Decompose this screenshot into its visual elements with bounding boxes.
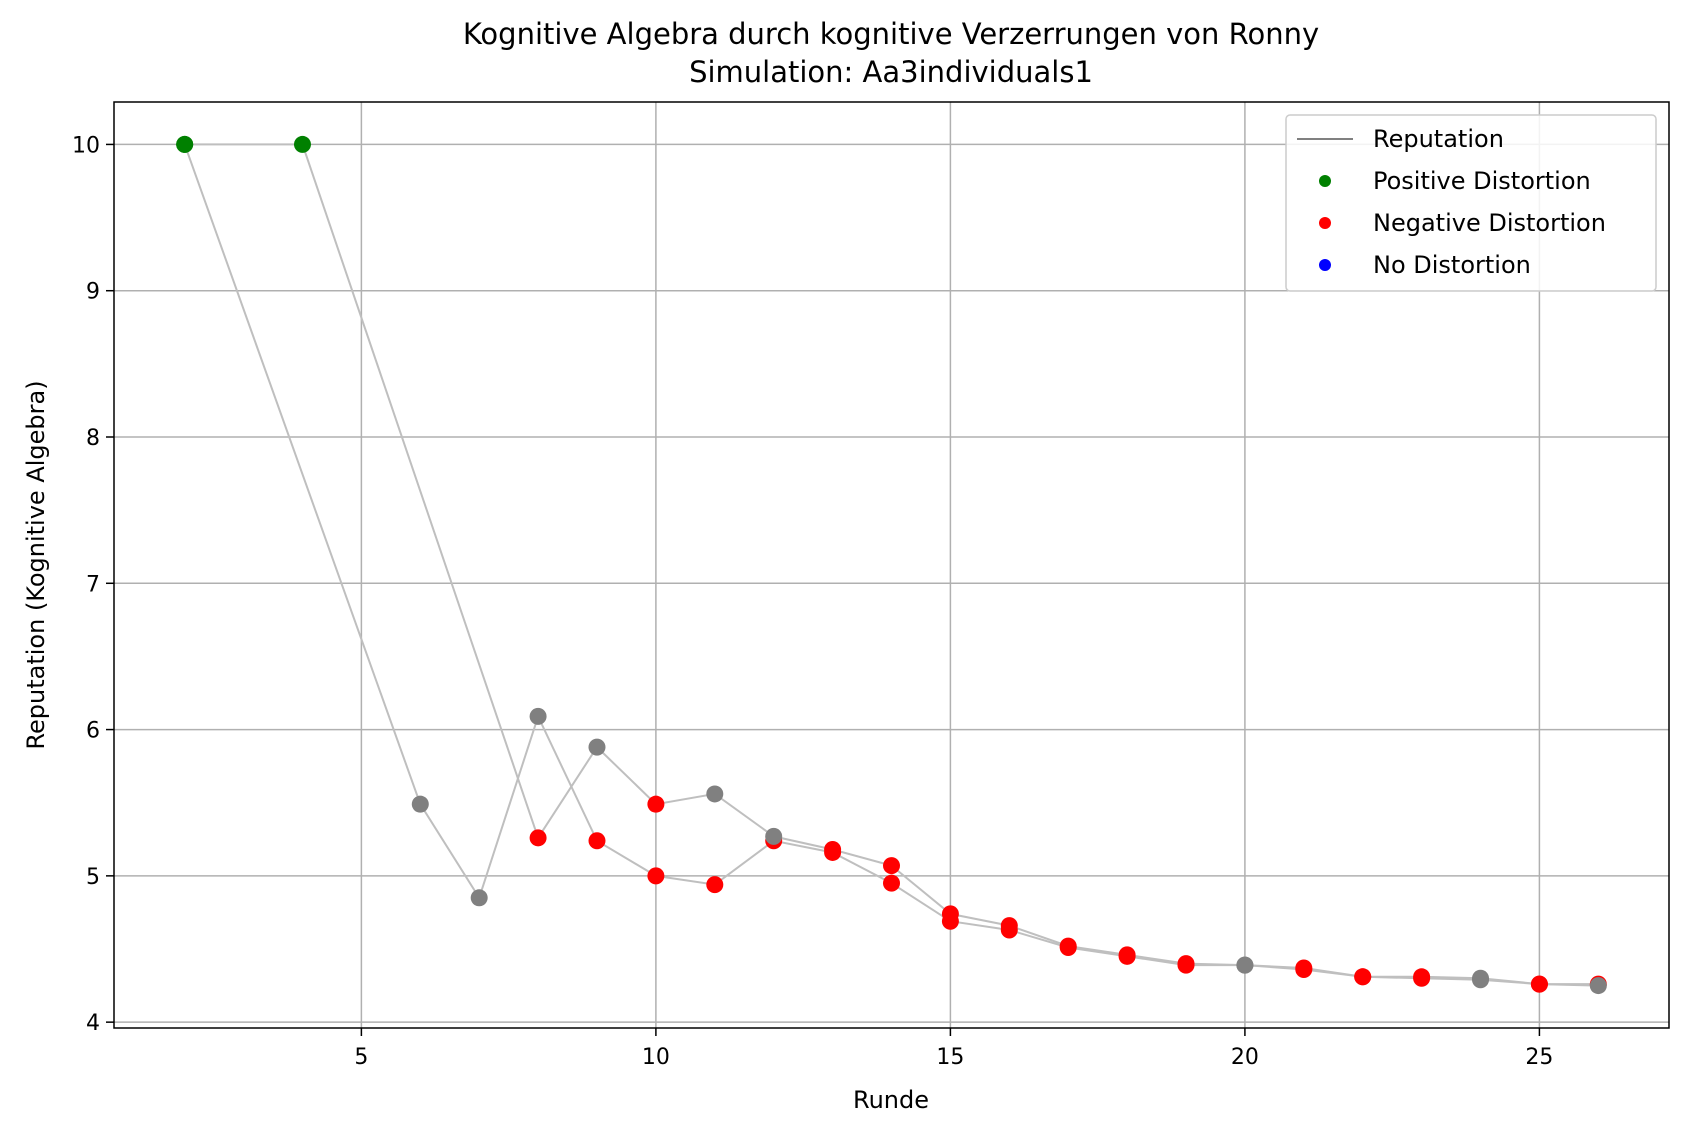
data-point-neutral bbox=[411, 795, 429, 813]
data-point-negative bbox=[647, 867, 665, 885]
legend-label: Positive Distortion bbox=[1373, 167, 1591, 195]
data-point-negative bbox=[941, 905, 959, 923]
data-point-negative bbox=[1118, 946, 1136, 964]
y-axis-label: Reputation (Kognitive Algebra) bbox=[22, 380, 50, 749]
data-point-negative bbox=[1000, 917, 1018, 935]
data-point-negative bbox=[1059, 937, 1077, 955]
data-point-positive bbox=[176, 135, 194, 153]
legend-marker-swatch bbox=[1319, 175, 1331, 187]
data-point-negative bbox=[1295, 959, 1313, 977]
data-point-neutral bbox=[1472, 969, 1490, 987]
legend-box bbox=[1285, 114, 1657, 292]
y-tick-label: 8 bbox=[86, 426, 100, 451]
data-point-positive bbox=[293, 135, 311, 153]
chart-title: Kognitive Algebra durch kognitive Verzer… bbox=[463, 17, 1319, 51]
data-points bbox=[176, 135, 1607, 995]
legend-label: Reputation bbox=[1373, 125, 1504, 153]
data-point-negative bbox=[706, 876, 724, 894]
x-axis-label: Runde bbox=[853, 1086, 929, 1114]
x-axis-ticks: 5 10 15 20 25 bbox=[354, 1028, 1553, 1070]
x-tick-label: 20 bbox=[1231, 1045, 1259, 1070]
y-axis-ticks: 4 5 6 7 8 9 10 bbox=[72, 133, 114, 1036]
y-tick-label: 6 bbox=[86, 719, 100, 744]
plot-area-frame bbox=[113, 101, 1670, 1029]
data-point-neutral bbox=[470, 889, 488, 907]
x-tick-label: 10 bbox=[642, 1045, 670, 1070]
y-tick-label: 7 bbox=[86, 572, 100, 597]
data-point-negative bbox=[588, 832, 606, 850]
legend-label: No Distortion bbox=[1373, 251, 1531, 279]
data-point-neutral bbox=[1589, 977, 1607, 995]
legend: Reputation Positive Distortion Negative Di… bbox=[1285, 114, 1657, 292]
y-tick-label: 10 bbox=[72, 133, 100, 158]
data-point-neutral bbox=[1236, 956, 1254, 974]
data-point-neutral bbox=[765, 827, 783, 845]
data-point-negative bbox=[883, 857, 900, 875]
data-point-negative bbox=[1177, 955, 1195, 973]
data-point-neutral bbox=[706, 785, 724, 803]
data-point-negative bbox=[1530, 975, 1548, 993]
data-point-neutral bbox=[529, 707, 547, 725]
legend-marker-swatch bbox=[1319, 217, 1331, 229]
chart-subtitle: Simulation: Aa3individuals1 bbox=[689, 55, 1093, 89]
y-tick-label: 9 bbox=[86, 280, 100, 305]
x-tick-label: 25 bbox=[1525, 1045, 1553, 1070]
data-point-negative bbox=[883, 874, 900, 892]
legend-marker-swatch bbox=[1319, 259, 1331, 271]
x-tick-label: 15 bbox=[936, 1045, 964, 1070]
data-point-negative bbox=[1413, 968, 1431, 986]
y-tick-label: 5 bbox=[86, 865, 100, 890]
y-tick-label: 4 bbox=[86, 1011, 100, 1036]
data-point-negative bbox=[824, 841, 842, 859]
data-point-negative bbox=[1354, 968, 1372, 986]
legend-label: Negative Distortion bbox=[1373, 209, 1606, 237]
x-tick-label: 5 bbox=[354, 1045, 368, 1070]
data-point-negative bbox=[529, 829, 547, 847]
data-point-neutral bbox=[588, 738, 606, 756]
legend-items: Reputation Positive Distortion Negative Di… bbox=[1297, 125, 1606, 279]
data-point-negative bbox=[647, 795, 665, 813]
